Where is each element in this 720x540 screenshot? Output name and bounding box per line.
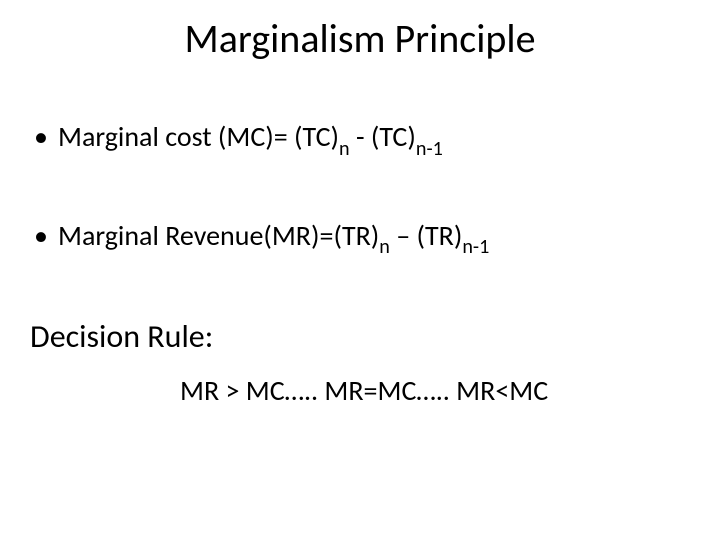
bullet-text-mid: - (TC): [350, 119, 416, 154]
decision-rule-heading: Decision Rule:: [30, 318, 690, 356]
subscript: n: [379, 235, 390, 259]
bullet-list: Marginal cost (MC)= (TC)n - (TC)n-1 Marg…: [30, 120, 690, 258]
bullet-item: Marginal Revenue(MR)=(TR)n – (TR)n-1: [30, 219, 690, 258]
subscript: n: [339, 137, 350, 161]
slide: Marginalism Principle Marginal cost (MC)…: [0, 0, 720, 540]
slide-title: Marginalism Principle: [0, 14, 720, 63]
decision-rule-body: MR > MC….. MR=MC….. MR<MC: [30, 374, 690, 408]
slide-body: Marginal cost (MC)= (TC)n - (TC)n-1 Marg…: [30, 120, 690, 408]
subscript: n-1: [416, 137, 443, 161]
subscript: n-1: [462, 235, 489, 259]
bullet-text-prefix: Marginal Revenue(MR)=(TR): [58, 218, 379, 253]
bullet-text-prefix: Marginal cost (MC)= (TC): [58, 119, 339, 154]
bullet-text-mid: – (TR): [390, 218, 462, 253]
bullet-item: Marginal cost (MC)= (TC)n - (TC)n-1: [30, 120, 690, 159]
